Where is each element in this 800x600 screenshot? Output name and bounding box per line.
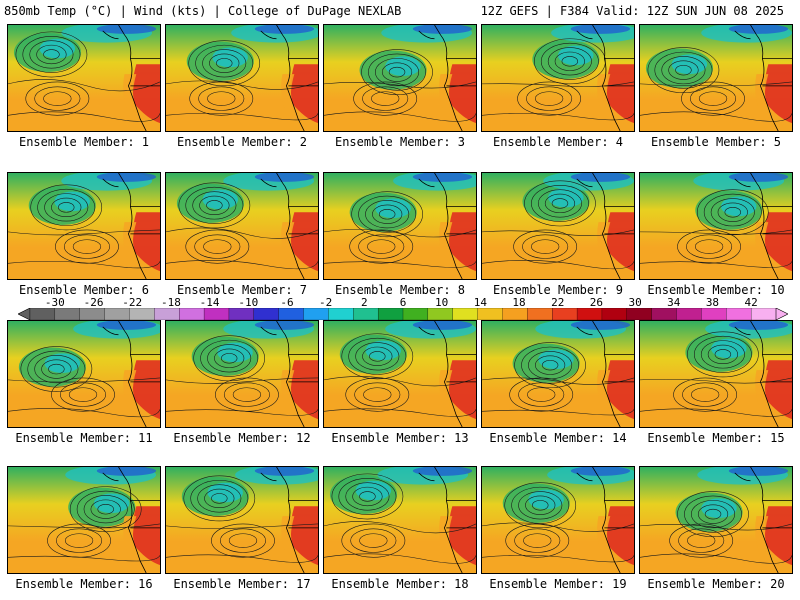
colorbar-tick-label: 14 [473, 296, 487, 309]
colorbar-swatch [79, 308, 105, 320]
colorbar-swatch [154, 308, 180, 320]
ensemble-map-1 [7, 24, 161, 132]
ensemble-map-12 [165, 320, 319, 428]
member-caption-4: Ensemble Member: 4 [492, 135, 624, 149]
ensemble-map-4 [481, 24, 635, 132]
ensemble-map-20 [639, 466, 793, 574]
member-caption-20: Ensemble Member: 20 [647, 577, 785, 591]
colorbar-swatch [477, 308, 503, 320]
colorbar-swatch [54, 308, 81, 320]
colorbar-swatch [278, 308, 304, 320]
colorbar-swatch [626, 308, 653, 320]
colorbar-swatch [651, 308, 677, 320]
ensemble-map-9 [481, 172, 635, 280]
ensemble-map-10 [639, 172, 793, 280]
ensemble-map-7 [165, 172, 319, 280]
colorbar-swatch [353, 308, 379, 320]
colorbar-swatch [228, 308, 255, 320]
member-caption-17: Ensemble Member: 17 [173, 577, 311, 591]
colorbar-tick-label: -22 [122, 296, 143, 309]
colorbar-swatch [104, 308, 130, 320]
colorbar-swatch [203, 308, 230, 320]
colorbar-tick-label: 34 [667, 296, 681, 309]
colorbar-swatch [676, 308, 702, 320]
colorbar-swatch [402, 308, 429, 320]
colorbar-tick-label: 26 [589, 296, 604, 309]
colorbar-swatch [750, 308, 777, 320]
temperature-colorbar [18, 308, 788, 320]
colorbar-tick-label: -6 [280, 296, 294, 309]
colorbar-tick-label: 30 [628, 296, 642, 309]
colorbar-tick-label: -14 [199, 296, 220, 309]
ensemble-map-11 [7, 320, 161, 428]
colorbar-tick-label: -2 [319, 296, 333, 309]
colorbar-min-arrow [18, 308, 31, 320]
ensemble-map-15 [639, 320, 793, 428]
member-caption-18: Ensemble Member: 18 [331, 577, 469, 591]
ensemble-map-13 [323, 320, 477, 428]
member-caption-3: Ensemble Member: 3 [334, 135, 466, 149]
colorbar-swatch [427, 308, 454, 320]
colorbar-swatch [179, 308, 205, 320]
member-caption-11: Ensemble Member: 11 [15, 431, 153, 445]
ensemble-map-17 [165, 466, 319, 574]
colorbar-tick-label: -18 [160, 296, 181, 309]
member-caption-19: Ensemble Member: 19 [489, 577, 627, 591]
colorbar-swatch [129, 308, 155, 320]
ensemble-map-8 [323, 172, 477, 280]
colorbar-swatch [502, 308, 528, 320]
ensemble-map-14 [481, 320, 635, 428]
member-caption-8: Ensemble Member: 8 [334, 283, 466, 297]
member-caption-13: Ensemble Member: 13 [331, 431, 469, 445]
colorbar-swatch [328, 308, 354, 320]
member-caption-16: Ensemble Member: 16 [15, 577, 153, 591]
member-caption-9: Ensemble Member: 9 [492, 283, 624, 297]
member-caption-14: Ensemble Member: 14 [489, 431, 627, 445]
colorbar-swatch [527, 308, 553, 320]
ensemble-map-19 [481, 466, 635, 574]
colorbar-swatch [377, 308, 404, 320]
colorbar-tick-label: 18 [512, 296, 526, 309]
colorbar-swatch [303, 308, 329, 320]
ensemble-map-2 [165, 24, 319, 132]
colorbar-tick-label: 6 [399, 296, 407, 309]
colorbar-swatch [726, 308, 752, 320]
colorbar-max-arrow [775, 308, 788, 320]
ensemble-map-18 [323, 466, 477, 574]
ensemble-map-5 [639, 24, 793, 132]
member-caption-2: Ensemble Member: 2 [176, 135, 308, 149]
colorbar-tick-label: 10 [435, 296, 449, 309]
colorbar-swatch [452, 308, 478, 320]
ensemble-map-6 [7, 172, 161, 280]
colorbar-tick-label: -30 [44, 296, 65, 309]
colorbar-tick-label: 42 [744, 296, 758, 309]
colorbar-swatch [701, 308, 727, 320]
colorbar-tick-label: 38 [705, 296, 720, 309]
colorbar-tick-label: 22 [551, 296, 565, 309]
member-caption-12: Ensemble Member: 12 [173, 431, 311, 445]
colorbar-swatch [552, 308, 578, 320]
member-caption-7: Ensemble Member: 7 [176, 283, 308, 297]
colorbar-swatch [29, 308, 56, 320]
member-caption-10: Ensemble Member: 10 [647, 283, 785, 297]
colorbar-swatch [601, 308, 628, 320]
colorbar-tick-label: -10 [238, 296, 259, 309]
header-valid-time: 12Z GEFS | F384 Valid: 12Z SUN JUN 08 20… [480, 4, 784, 18]
colorbar-tick-label: 2 [361, 296, 368, 309]
ensemble-map-16 [7, 466, 161, 574]
member-caption-1: Ensemble Member: 1 [18, 135, 150, 149]
header-title: 850mb Temp (°C) | Wind (kts) | College o… [4, 4, 402, 18]
ensemble-map-3 [323, 24, 477, 132]
colorbar-swatch [253, 308, 280, 320]
colorbar-swatch [576, 308, 603, 320]
colorbar-tick-label: -26 [83, 296, 104, 309]
member-caption-6: Ensemble Member: 6 [18, 283, 150, 297]
member-caption-5: Ensemble Member: 5 [650, 135, 782, 149]
member-caption-15: Ensemble Member: 15 [647, 431, 785, 445]
